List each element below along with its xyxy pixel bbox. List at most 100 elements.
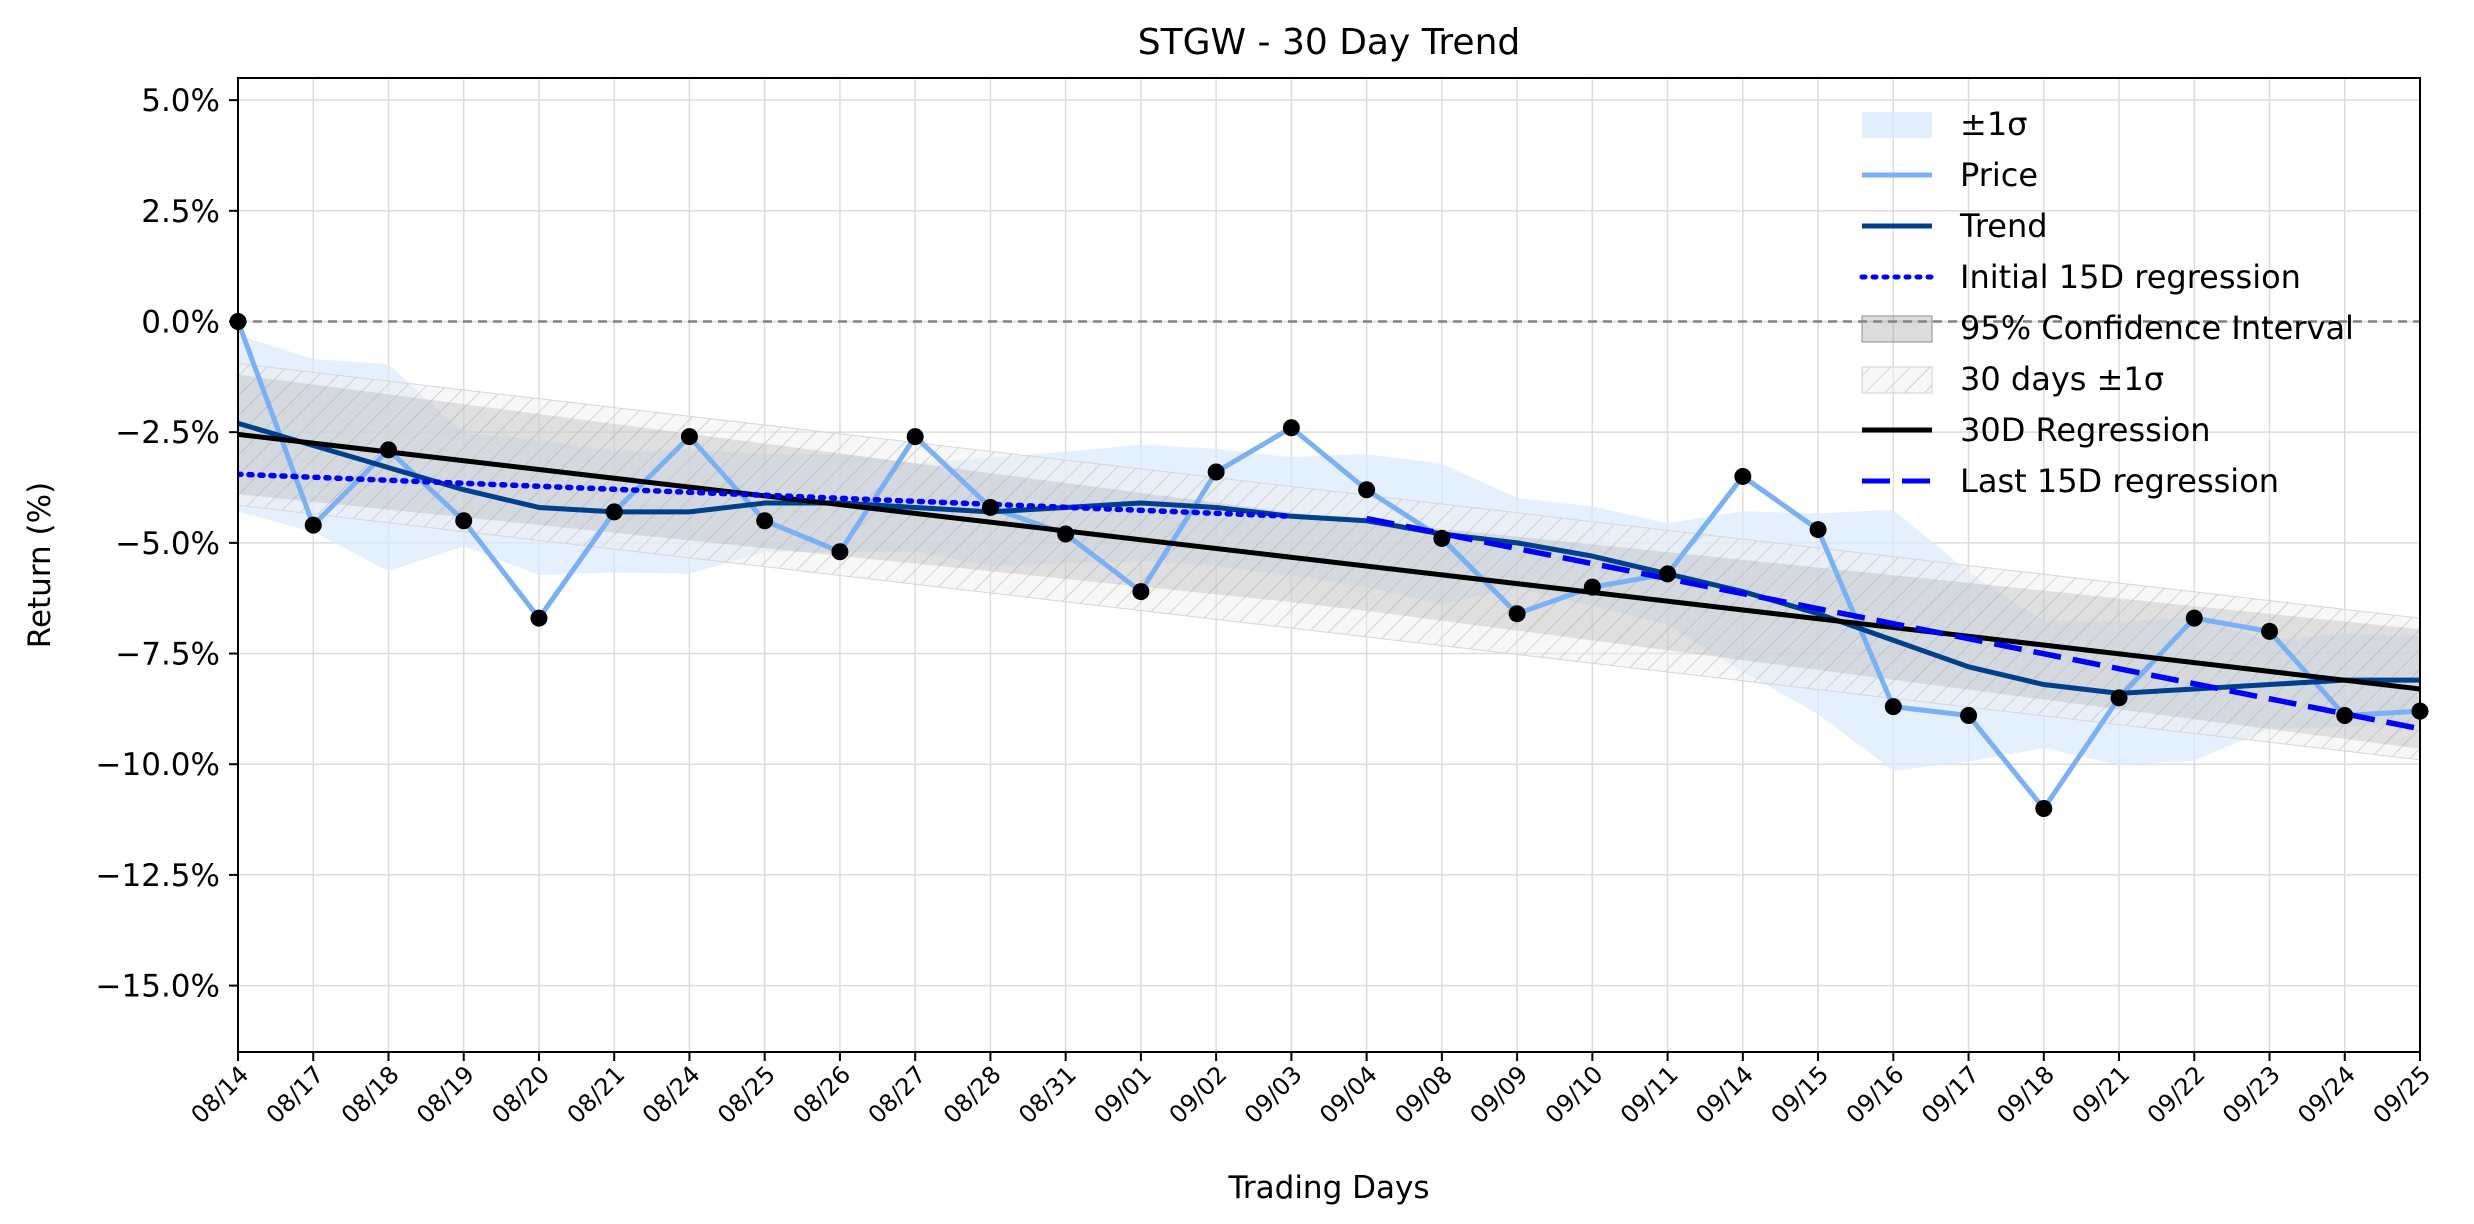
- price-point: [1583, 578, 1601, 596]
- x-tick-label: 08/17: [261, 1060, 330, 1129]
- legend-item: 95% Confidence Interval: [1861, 309, 2354, 347]
- x-tick-label: 09/10: [1540, 1060, 1609, 1129]
- x-tick-label: 08/26: [787, 1060, 856, 1129]
- price-point: [2185, 609, 2203, 627]
- y-tick-label: −15.0%: [96, 969, 220, 1005]
- x-tick-label: 09/16: [1841, 1060, 1910, 1129]
- price-point: [1057, 525, 1075, 543]
- x-tick-label: 09/17: [1916, 1060, 1985, 1129]
- legend-label: 95% Confidence Interval: [1960, 309, 2354, 347]
- legend-label: Last 15D regression: [1960, 462, 2279, 500]
- price-point: [1884, 698, 1902, 716]
- legend: ±1σ Price Trend Initial 15D regression 95% C…: [1859, 105, 2354, 500]
- y-tick-label: −12.5%: [96, 858, 220, 894]
- legend-label: 30D Regression: [1960, 411, 2211, 449]
- initial-15d-regression-line: [238, 471, 1295, 520]
- x-ticks: 08/14 08/17 08/18 08/19 08/20 08/21 08/24 08/25…: [186, 1052, 2437, 1129]
- legend-swatch: [1862, 112, 1932, 138]
- legend-swatch: [1861, 366, 1933, 394]
- legend-label: ±1σ: [1960, 105, 2027, 143]
- y-tick-label: 5.0%: [141, 83, 220, 119]
- price-point: [1358, 481, 1376, 499]
- price-point: [680, 428, 698, 446]
- y-ticks: 5.0% 2.5% 0.0% −2.5% −5.0% −7.5% −10.0% −12.5% −…: [96, 83, 238, 1005]
- price-point: [906, 428, 924, 446]
- price-point: [304, 516, 322, 534]
- legend-label: Initial 15D regression: [1960, 258, 2301, 296]
- x-tick-label: 09/01: [1088, 1060, 1157, 1129]
- x-tick-label: 08/24: [637, 1060, 706, 1129]
- price-point: [455, 512, 473, 530]
- price-point: [1659, 565, 1677, 583]
- legend-item: Last 15D regression: [1862, 462, 2279, 500]
- trend-line: [238, 420, 2420, 696]
- legend-label: 30 days ±1σ: [1960, 360, 2164, 398]
- series-lines: [238, 320, 2420, 811]
- x-tick-label: 08/20: [486, 1060, 555, 1129]
- price-point: [530, 609, 548, 627]
- x-tick-label: 09/18: [1991, 1060, 2060, 1129]
- x-tick-label: 08/31: [1013, 1060, 1082, 1129]
- price-point: [1809, 521, 1827, 539]
- price-point: [981, 498, 999, 516]
- x-tick-label: 09/03: [1239, 1060, 1308, 1129]
- price-point: [2110, 689, 2128, 707]
- x-tick-label: 09/25: [2368, 1060, 2437, 1129]
- x-tick-label: 08/18: [336, 1060, 405, 1129]
- x-tick-label: 08/27: [863, 1060, 932, 1129]
- x-tick-label: 08/14: [186, 1060, 255, 1129]
- price-point: [1960, 707, 1978, 725]
- plot-frame: [237, 77, 2421, 1053]
- price-point: [1508, 605, 1526, 623]
- x-tick-label: 09/08: [1389, 1060, 1458, 1129]
- x-tick-label: 08/25: [712, 1060, 781, 1129]
- legend-item: Trend: [1862, 207, 2048, 245]
- bands: [238, 335, 2420, 771]
- legend-swatch: [1861, 315, 1933, 343]
- price-point: [1734, 467, 1752, 485]
- price-point: [756, 512, 774, 530]
- price-point: [2261, 622, 2279, 640]
- legend-item: 30 days ±1σ: [1861, 360, 2164, 398]
- y-axis-label: Return (%): [22, 482, 58, 648]
- y-tick-label: −2.5%: [115, 415, 220, 451]
- x-tick-label: 09/21: [2067, 1060, 2136, 1129]
- chart-title: STGW - 30 Day Trend: [1138, 22, 1521, 63]
- last-15d-regression-line: [1366, 515, 2420, 732]
- y-tick-label: −7.5%: [115, 637, 220, 673]
- x-tick-label: 08/19: [411, 1060, 480, 1129]
- x-tick-label: 09/02: [1164, 1060, 1233, 1129]
- regression-30d-line: [238, 431, 2420, 692]
- legend-item: ±1σ: [1862, 105, 2027, 143]
- x-tick-label: 09/14: [1690, 1060, 1759, 1129]
- legend-item: 30D Regression: [1862, 411, 2211, 449]
- price-line: [238, 320, 2420, 811]
- price-point: [379, 441, 397, 459]
- legend-item: Initial 15D regression: [1859, 258, 2301, 296]
- x-tick-label: 08/28: [938, 1060, 1007, 1129]
- price-point: [831, 543, 849, 561]
- y-tick-label: −5.0%: [115, 526, 220, 562]
- legend-label: Price: [1960, 156, 2038, 194]
- x-tick-label: 09/11: [1615, 1060, 1684, 1129]
- y-tick-label: 2.5%: [141, 194, 220, 230]
- price-point: [1433, 529, 1451, 547]
- price-point: [1207, 463, 1225, 481]
- y-tick-label: −10.0%: [96, 747, 220, 783]
- x-axis-label: Trading Days: [1228, 1170, 1430, 1206]
- x-tick-label: 09/22: [2142, 1060, 2211, 1129]
- price-point: [2035, 800, 2053, 817]
- x-tick-label: 09/24: [2292, 1060, 2361, 1129]
- price-points: [229, 313, 2429, 817]
- y-tick-label: 0.0%: [141, 305, 220, 341]
- price-point: [2336, 707, 2354, 725]
- x-tick-label: 09/09: [1465, 1060, 1534, 1129]
- legend-label: Trend: [1959, 207, 2048, 245]
- x-tick-label: 08/21: [562, 1060, 631, 1129]
- x-tick-label: 09/04: [1314, 1060, 1383, 1129]
- price-point: [1282, 419, 1300, 437]
- price-point: [1132, 583, 1150, 601]
- price-point: [605, 503, 623, 521]
- x-tick-label: 09/15: [1766, 1060, 1835, 1129]
